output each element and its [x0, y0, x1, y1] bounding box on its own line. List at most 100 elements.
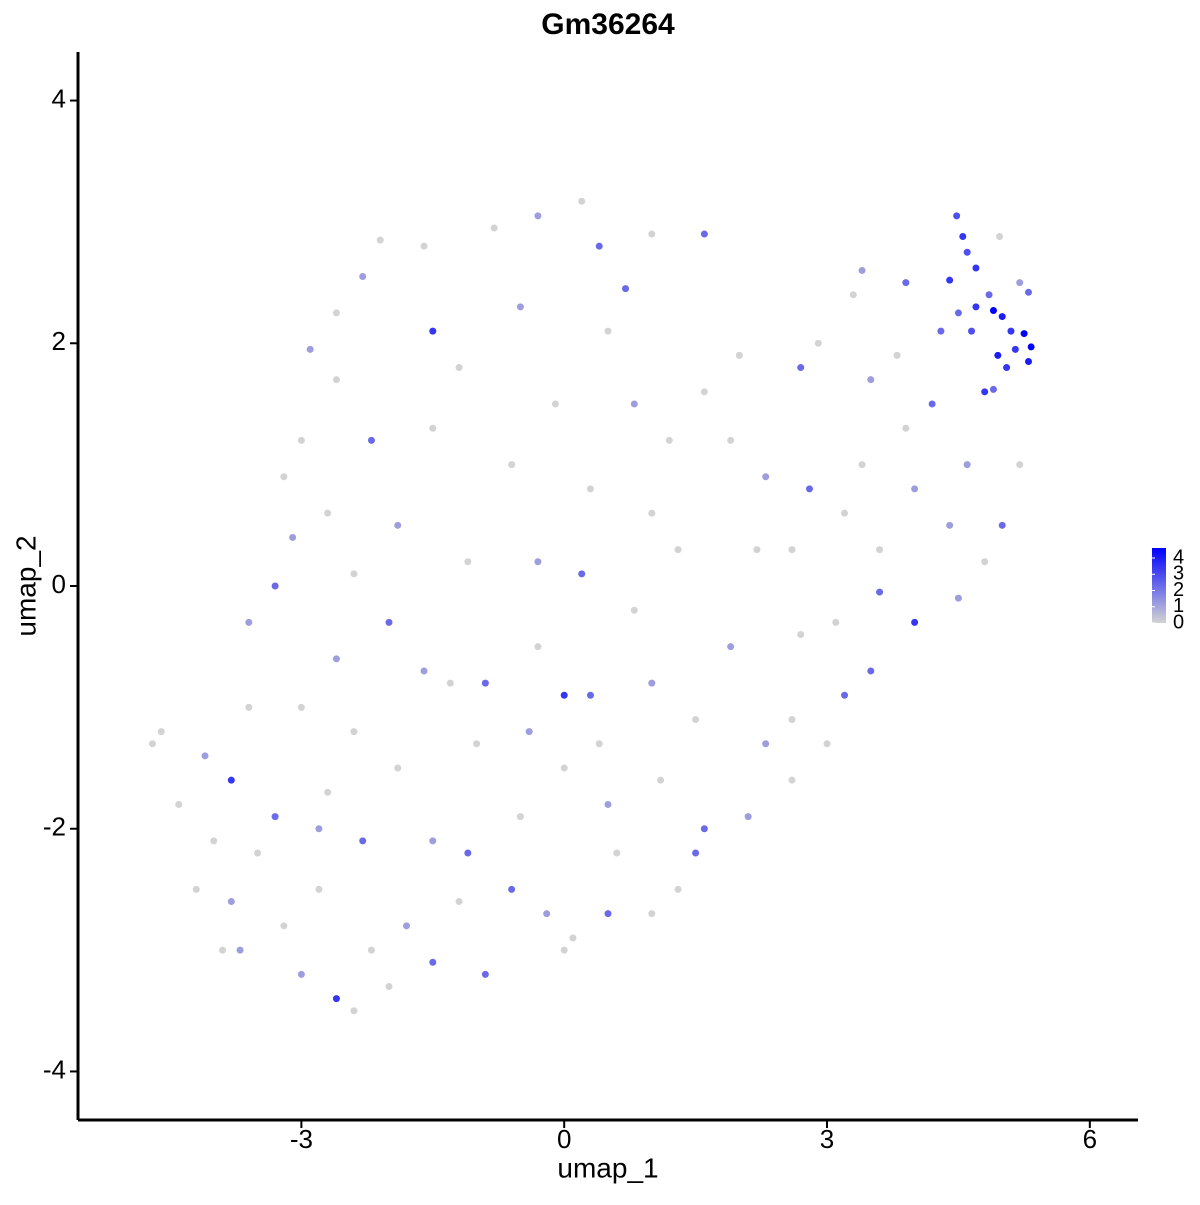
point — [280, 922, 288, 930]
y-tick-label: 4 — [52, 83, 66, 113]
point — [1003, 364, 1011, 372]
point — [946, 521, 954, 529]
x-tick-label: -3 — [290, 1124, 313, 1154]
point — [271, 813, 279, 821]
point — [289, 533, 297, 541]
point — [543, 910, 551, 918]
point — [516, 303, 524, 311]
point — [604, 910, 612, 918]
point — [805, 485, 813, 493]
point — [473, 740, 481, 748]
point — [788, 716, 796, 723]
point — [595, 242, 603, 250]
point — [700, 388, 708, 396]
point — [1016, 279, 1024, 287]
point — [954, 594, 962, 602]
point — [797, 364, 805, 372]
point — [858, 266, 866, 274]
point — [604, 800, 612, 808]
colorbar-label: 1 — [1173, 595, 1184, 617]
point — [700, 825, 708, 833]
point — [648, 679, 656, 687]
y-tick-label: 0 — [52, 569, 66, 599]
colorbar-label: 2 — [1173, 579, 1184, 601]
point — [788, 546, 796, 554]
point — [998, 313, 1006, 321]
point — [455, 364, 463, 372]
point — [946, 276, 954, 284]
point — [876, 588, 884, 596]
point — [622, 285, 630, 293]
point — [245, 618, 253, 626]
point — [394, 764, 402, 772]
point — [674, 546, 682, 554]
point — [959, 232, 967, 240]
point — [534, 212, 542, 220]
point — [657, 776, 665, 784]
point — [1024, 357, 1032, 365]
point — [1011, 345, 1019, 353]
point — [332, 309, 340, 317]
point — [455, 898, 463, 906]
point — [604, 327, 612, 335]
colorbar — [1152, 548, 1166, 623]
point — [989, 307, 997, 315]
point — [201, 752, 209, 760]
point — [832, 618, 840, 626]
point — [648, 509, 656, 517]
point — [586, 485, 594, 493]
point — [963, 461, 971, 469]
colorbar-label: 3 — [1173, 563, 1184, 585]
point — [219, 946, 227, 954]
point — [192, 885, 200, 893]
point — [324, 509, 332, 517]
point — [420, 667, 428, 675]
point — [481, 679, 489, 687]
point — [841, 509, 849, 517]
point — [994, 351, 1002, 359]
point — [727, 643, 735, 651]
point — [516, 813, 524, 821]
point — [841, 691, 849, 699]
point — [359, 273, 367, 281]
point — [823, 740, 831, 748]
point — [227, 776, 235, 784]
point — [937, 327, 945, 335]
chart-title: Gm36264 — [541, 8, 675, 41]
point — [963, 248, 971, 256]
point — [508, 461, 516, 469]
point — [911, 618, 919, 626]
point — [332, 655, 340, 663]
point — [849, 291, 857, 299]
point — [630, 400, 638, 408]
point — [586, 691, 594, 699]
point — [674, 885, 682, 893]
point — [1027, 343, 1035, 351]
point — [648, 230, 656, 238]
point — [420, 242, 428, 250]
point — [245, 703, 253, 711]
point — [560, 764, 568, 772]
point — [578, 570, 586, 578]
point — [280, 473, 288, 481]
point — [954, 309, 962, 317]
point — [525, 728, 533, 736]
point — [578, 197, 586, 205]
point — [376, 236, 384, 244]
point — [367, 436, 375, 444]
point — [332, 376, 340, 384]
point — [315, 825, 323, 833]
point — [928, 400, 936, 408]
point — [350, 570, 358, 578]
point — [297, 703, 305, 711]
point — [762, 473, 770, 481]
point — [1020, 330, 1028, 338]
point — [236, 946, 244, 954]
point — [972, 303, 980, 311]
point — [385, 983, 393, 990]
point — [753, 546, 761, 554]
point — [324, 788, 332, 796]
point — [595, 740, 603, 748]
x-tick-label: 3 — [820, 1124, 834, 1154]
